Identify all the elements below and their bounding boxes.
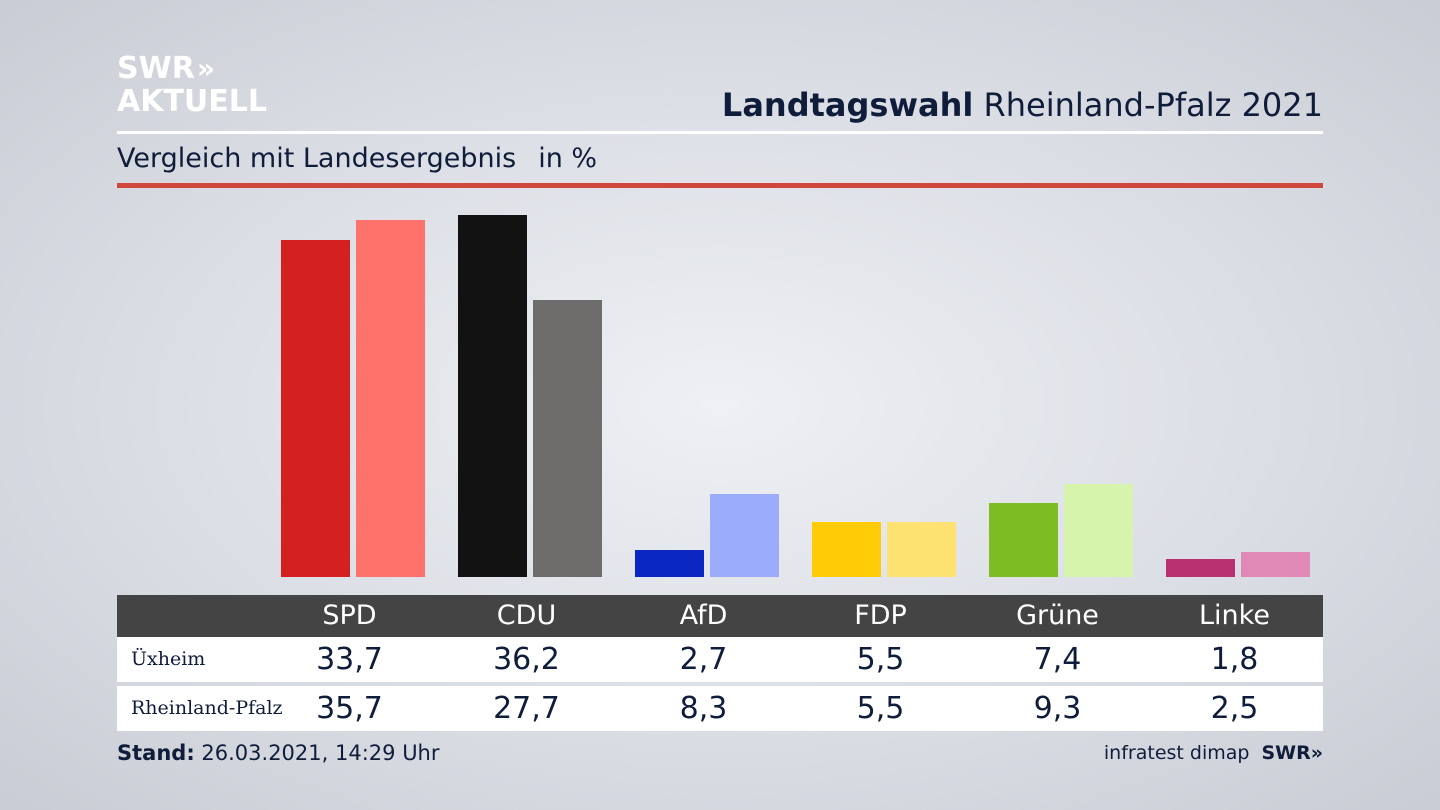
title-bold: Landtagswahl	[721, 86, 974, 124]
value-cell: 1,8	[1210, 642, 1259, 677]
header-cell: CDU	[496, 600, 557, 631]
title-divider	[117, 131, 1323, 134]
bar-fdp-state	[887, 522, 956, 577]
page-title: Landtagswahl Rheinland-Pfalz 2021	[722, 86, 1323, 124]
stand-value: 26.03.2021, 14:29 Uhr	[201, 741, 440, 765]
subtitle-unit: in %	[538, 143, 598, 174]
value-cell: 2,5	[1210, 691, 1259, 726]
table-header: SPD CDU AfD FDP Grüne Linke	[117, 595, 1323, 637]
bar-linke-local	[1166, 559, 1235, 577]
title-rest: Rheinland-Pfalz 2021	[983, 86, 1323, 124]
swr-brand-logo: SWR»	[1261, 742, 1323, 764]
source-label: infratest dimap	[1103, 742, 1250, 764]
bar-cdu-local	[458, 215, 527, 577]
value-cell: 36,2	[493, 642, 560, 677]
accent-divider	[117, 183, 1323, 188]
results-table: SPD CDU AfD FDP Grüne Linke Üxheim 33,7 36,2 2,7…	[117, 595, 1323, 731]
table-body: Üxheim 33,7 36,2 2,7 5,5 7,4 1,8 Rheinland-Pfal…	[117, 637, 1323, 731]
bar-linke-state	[1241, 552, 1310, 577]
logo-chevron-icon: »	[196, 52, 215, 85]
value-cell: 2,7	[679, 642, 728, 677]
value-cell: 8,3	[679, 691, 728, 726]
bar-afd-local	[635, 550, 704, 577]
value-cell: 35,7	[316, 691, 383, 726]
row-label: Üxheim	[131, 648, 206, 670]
header-cell: AfD	[679, 600, 728, 631]
swr-aktuell-logo: SWR» AKTUELL	[117, 54, 267, 117]
value-cell: 7,4	[1033, 642, 1082, 677]
bar-cdu-state	[533, 300, 602, 577]
bar-spd-state	[356, 220, 425, 577]
value-cell: 5,5	[856, 691, 905, 726]
bar-grne-state	[1064, 484, 1133, 577]
value-cell: 27,7	[493, 691, 560, 726]
header-cell: Linke	[1199, 600, 1270, 631]
bar-afd-state	[710, 494, 779, 577]
bar-chart	[281, 215, 1310, 577]
table-row: Üxheim 33,7 36,2 2,7 5,5 7,4 1,8	[117, 637, 1323, 682]
chart-subtitle: Vergleich mit Landesergebnis in %	[117, 143, 597, 174]
stand-info: Stand: 26.03.2021, 14:29 Uhr	[117, 741, 440, 765]
bar-grne-local	[989, 503, 1058, 577]
stand-label: Stand:	[117, 741, 195, 765]
value-cell: 5,5	[856, 642, 905, 677]
header-cell: FDP	[854, 600, 907, 631]
table-row: Rheinland-Pfalz 35,7 27,7 8,3 5,5 9,3 2,5	[117, 686, 1323, 731]
source-info: infratest dimap SWR»	[1104, 742, 1323, 764]
bar-spd-local	[281, 240, 350, 577]
value-cell: 9,3	[1033, 691, 1082, 726]
header-cell: SPD	[322, 600, 377, 631]
bar-fdp-local	[812, 522, 881, 577]
row-label: Rheinland-Pfalz	[131, 697, 283, 719]
value-cell: 33,7	[316, 642, 383, 677]
logo-line2: AKTUELL	[117, 84, 268, 119]
subtitle-text: Vergleich mit Landesergebnis	[117, 143, 517, 174]
logo-line1: SWR	[117, 51, 195, 86]
header-cell: Grüne	[1016, 600, 1099, 631]
